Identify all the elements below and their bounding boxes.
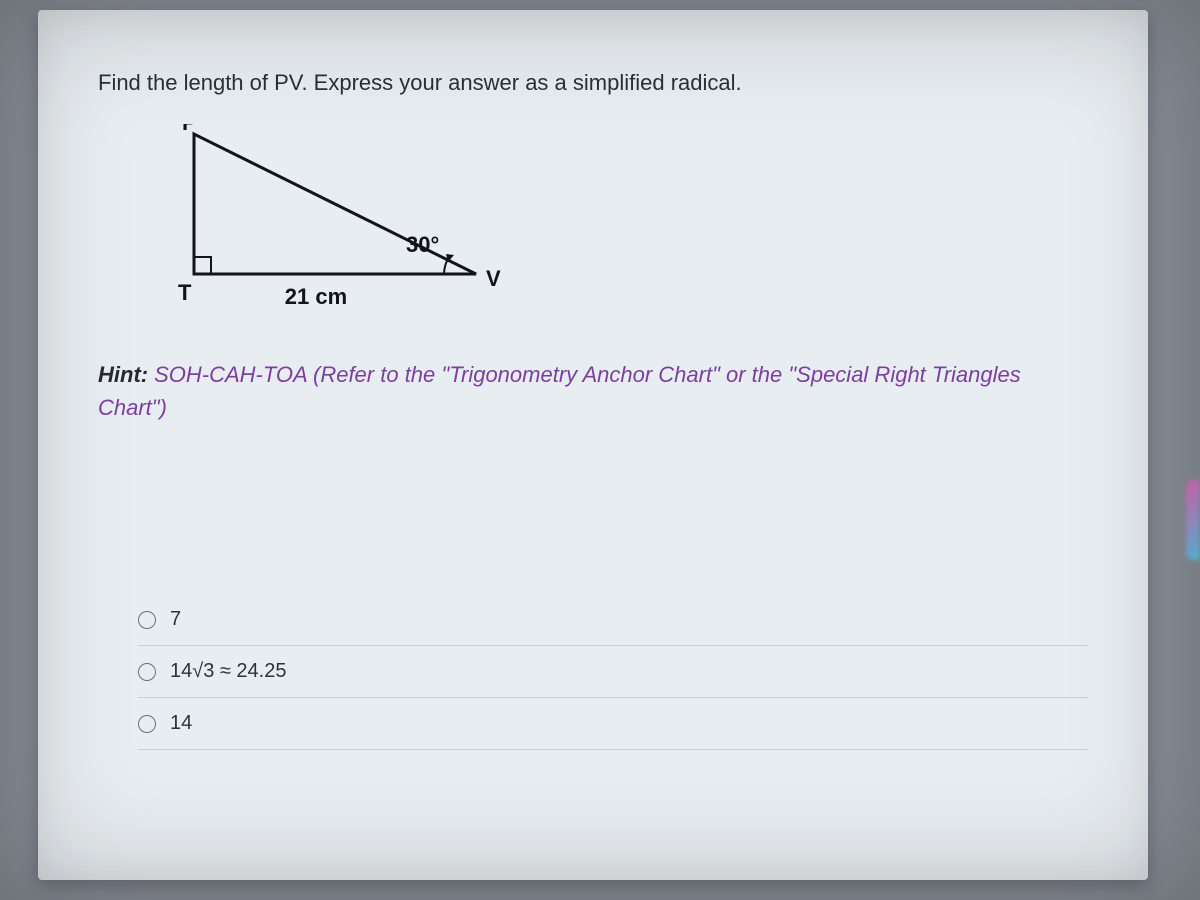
radio-icon [138, 715, 156, 733]
decorative-edge-glow [1186, 480, 1200, 560]
hint-block: Hint:SOH-CAH-TOA (Refer to the "Trigonom… [98, 358, 1088, 424]
triangle-svg: P T V 30° 21 cm [176, 124, 506, 319]
angle-label-v: 30° [406, 232, 439, 257]
radio-icon [138, 611, 156, 629]
vertex-label-p: P [182, 124, 197, 135]
triangle-diagram: P T V 30° 21 cm [176, 124, 1088, 324]
vertex-label-v: V [486, 266, 501, 291]
hint-label: Hint: [98, 362, 148, 387]
answer-label: 14 [170, 712, 192, 735]
answer-list: 7 14√3 ≈ 24.25 14 [138, 594, 1088, 750]
hint-text: SOH-CAH-TOA (Refer to the "Trigonometry … [98, 362, 1021, 420]
answer-option-a[interactable]: 7 [138, 594, 1088, 646]
radio-icon [138, 663, 156, 681]
question-prompt: Find the length of PV. Express your answ… [98, 70, 1088, 96]
side-tv-label: 21 cm [285, 284, 347, 309]
quiz-card: Find the length of PV. Express your answ… [38, 10, 1148, 880]
vertex-label-t: T [178, 280, 192, 305]
answer-option-c[interactable]: 14 [138, 698, 1088, 750]
answer-label: 7 [170, 608, 181, 631]
answer-label: 14√3 ≈ 24.25 [170, 660, 286, 683]
answer-option-b[interactable]: 14√3 ≈ 24.25 [138, 646, 1088, 698]
